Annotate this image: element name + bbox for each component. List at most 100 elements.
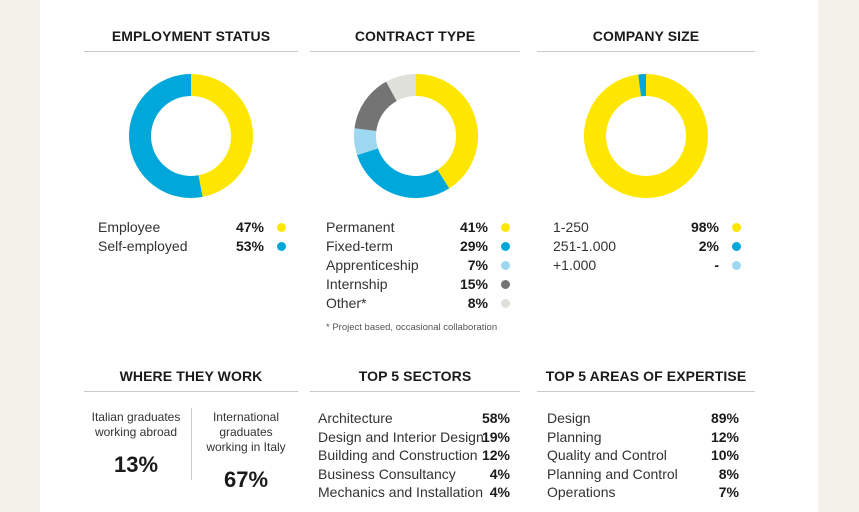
legend-swatch [732, 261, 741, 270]
legend-item-internship: Internship 15% [326, 276, 512, 294]
list-item-business-consultancy: Business Consultancy 4% [318, 466, 518, 484]
legend-swatch [501, 223, 510, 232]
legend-swatch [501, 261, 510, 270]
donut-slice-other [386, 74, 417, 102]
list-item-design: Design 89% [547, 410, 747, 428]
list-value: 12% [710, 428, 739, 445]
company-size-title: COMPANY SIZE [592, 28, 700, 44]
list-item-design-and-interior-design: Design and Interior Design 19% [318, 429, 518, 447]
legend-value: 47% [235, 219, 264, 235]
list-label: Planning and Control [547, 465, 678, 482]
legend-item-1-250: 1-250 98% [553, 219, 743, 237]
legend-label: Other* [326, 295, 367, 311]
list-value: 4% [489, 484, 510, 500]
list-value: 7% [718, 484, 739, 500]
infographic-card: EMPLOYMENT STATUS Employee 47% Self-employ… [40, 0, 818, 512]
donut-slice-apprenticeship [354, 128, 379, 156]
list-label: Design and Interior Design [318, 428, 484, 445]
international-graduates-value: 67% [223, 467, 269, 492]
list-value: 4% [489, 465, 510, 482]
list-item-quality-and-control: Quality and Control 10% [547, 447, 747, 465]
legend-swatch [277, 242, 286, 251]
list-value: 89% [710, 410, 739, 426]
legend-label: +1.000 [553, 257, 597, 273]
list-item-building-and-construction: Building and Construction 12% [318, 447, 518, 465]
italian-graduates-label-2: working abroad [94, 425, 178, 439]
contract-type-donut [354, 74, 478, 198]
list-value: 10% [710, 447, 739, 463]
donut-slice-internship [354, 81, 398, 132]
top-expertise-title: TOP 5 AREAS OF EXPERTISE [545, 368, 747, 384]
legend-item-permanent: Permanent 41% [326, 219, 512, 237]
list-label: Quality and Control [547, 447, 667, 463]
list-item-planning-and-control: Planning and Control 8% [547, 466, 747, 484]
employment-status-donut [129, 74, 253, 198]
legend-item-other: Other* 8% [326, 295, 512, 313]
legend-value: 2% [698, 238, 719, 254]
title-underline [310, 51, 520, 52]
title-underline [310, 391, 520, 392]
company-size-donut [584, 74, 708, 198]
list-label: Business Consultancy [318, 465, 456, 482]
list-item-operations: Operations 7% [547, 484, 747, 502]
legend-swatch [277, 223, 286, 232]
title-underline [537, 391, 755, 392]
list-item-architecture: Architecture 58% [318, 410, 518, 428]
title-underline [537, 51, 755, 52]
legend-label: Apprenticeship [326, 257, 419, 273]
legend-swatch [732, 223, 741, 232]
italian-graduates-abroad: Italian graduates working abroad 13% [84, 410, 188, 478]
legend-label: Fixed-term [326, 238, 393, 254]
legend-label: Internship [326, 276, 388, 292]
employment-status-title: EMPLOYMENT STATUS [111, 28, 271, 44]
legend-item-1-000: +1.000 - [553, 257, 743, 275]
column-divider [191, 408, 192, 480]
top-expertise-panel: TOP 5 AREAS OF EXPERTISE Design 89% Planni… [537, 364, 755, 504]
list-label: Operations [547, 484, 616, 500]
company-size-panel: COMPANY SIZE 1-250 98% 251-1.000 2% +1.000 - [537, 24, 755, 284]
list-label: Design [547, 410, 591, 426]
legend-label: Self-employed [98, 238, 188, 254]
legend-item-251-1-000: 251-1.000 2% [553, 238, 743, 256]
list-label: Planning [547, 428, 602, 445]
legend-item-self-employed: Self-employed 53% [98, 238, 288, 256]
legend-value: 15% [459, 276, 488, 292]
legend-label: Employee [98, 219, 161, 235]
donut-slice-permanent [415, 74, 478, 189]
legend-swatch [732, 242, 741, 251]
list-label: Architecture [318, 410, 393, 426]
international-graduates-italy: International graduates working in Italy… [194, 410, 298, 493]
legend-value: 29% [459, 238, 488, 254]
legend-label: 251-1.000 [553, 238, 617, 254]
italian-graduates-value: 13% [113, 452, 159, 477]
contract-type-title: CONTRACT TYPE [354, 28, 476, 44]
international-graduates-label-2: working in Italy [206, 440, 286, 454]
legend-value: 41% [459, 219, 488, 235]
international-graduates-label-1: International graduates [212, 410, 280, 439]
list-value: 12% [481, 447, 510, 463]
top-sectors-title: TOP 5 SECTORS [358, 368, 472, 384]
top-sectors-panel: TOP 5 SECTORS Architecture 58% Design and … [310, 364, 520, 504]
list-label: Mechanics and Installation [318, 484, 483, 500]
legend-value: 98% [690, 219, 719, 235]
contract-type-panel: CONTRACT TYPE Permanent 41% Fixed-term 29% A… [310, 24, 520, 334]
list-item-planning: Planning 12% [547, 429, 747, 447]
list-item-mechanics-and-installation: Mechanics and Installation 4% [318, 484, 518, 502]
legend-item-employee: Employee 47% [98, 219, 288, 237]
donut-slice-employee [190, 74, 253, 197]
where-they-work-title: WHERE THEY WORK [119, 368, 263, 384]
list-value: 58% [481, 410, 510, 426]
legend-swatch [501, 280, 510, 289]
title-underline [84, 51, 298, 52]
donut-slice-fixed-term [357, 147, 450, 198]
legend-label: 1-250 [553, 219, 589, 235]
contract-type-footnote: * Project based, occasional collaboratio… [326, 322, 498, 333]
legend-swatch [501, 242, 510, 251]
list-value: 8% [718, 465, 739, 482]
legend-label: Permanent [326, 219, 395, 235]
legend-value: 8% [467, 295, 488, 311]
list-label: Building and Construction [318, 447, 478, 463]
employment-status-panel: EMPLOYMENT STATUS Employee 47% Self-employ… [84, 24, 298, 284]
donut-slice-self-employed [129, 74, 203, 198]
legend-value: - [714, 257, 719, 273]
